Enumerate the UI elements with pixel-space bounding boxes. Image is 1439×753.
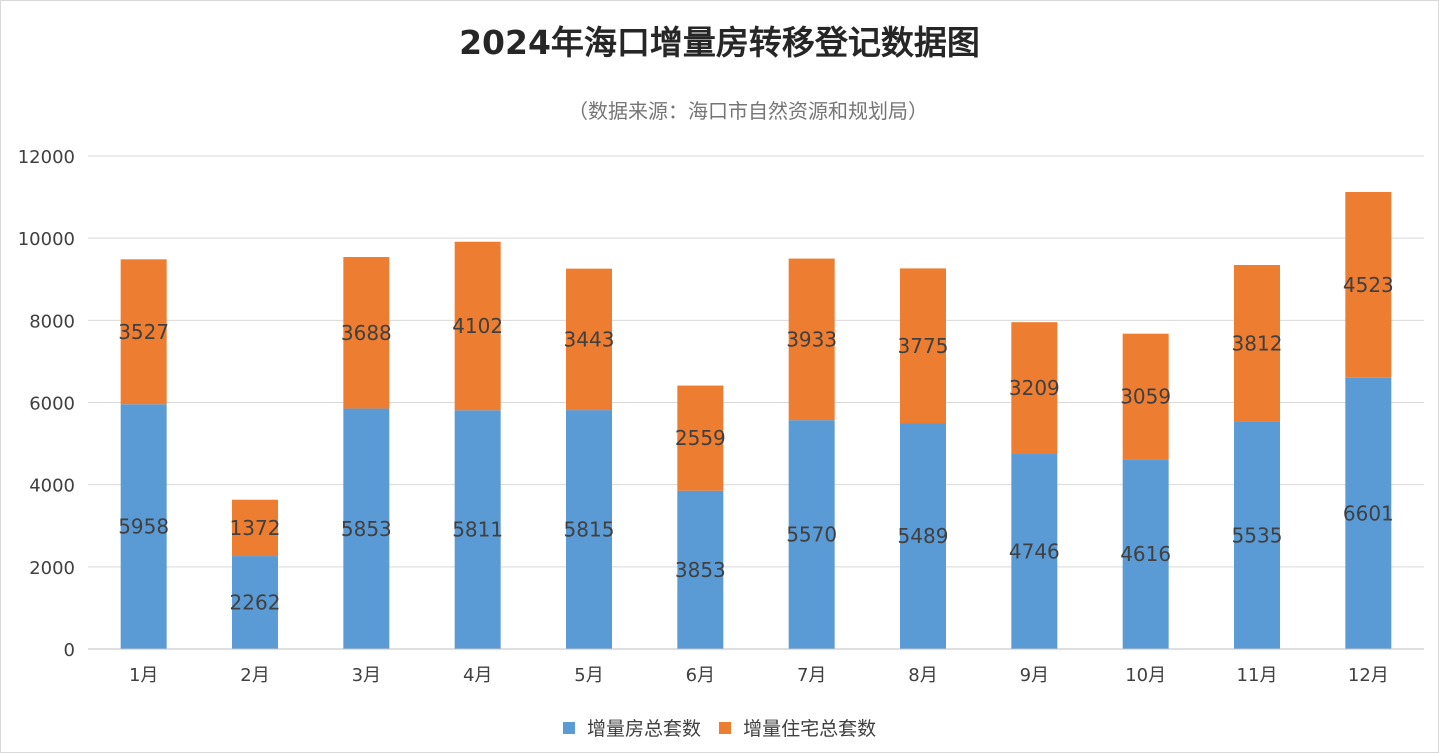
bar-series-0 bbox=[1122, 459, 1169, 649]
data-label: 5815 bbox=[564, 518, 615, 542]
data-label: 4746 bbox=[1009, 540, 1060, 564]
bar-series-0 bbox=[900, 423, 946, 649]
bar-series-1 bbox=[1011, 322, 1058, 455]
bar-series-0 bbox=[454, 410, 501, 649]
bar-series-1 bbox=[1122, 333, 1169, 460]
bar-series-1 bbox=[120, 259, 167, 405]
data-label: 5811 bbox=[452, 518, 503, 542]
x-tick-label: 12月 bbox=[1348, 665, 1389, 686]
y-tick-label: 8000 bbox=[29, 311, 75, 332]
x-tick-label: 2月 bbox=[240, 665, 269, 686]
data-label: 3688 bbox=[341, 321, 392, 345]
y-axis: 0 2000 4000 6000 8000 10000 12000 bbox=[18, 147, 75, 661]
bar-series-0 bbox=[566, 410, 612, 649]
bar-series-1 bbox=[788, 258, 835, 421]
x-tick-label: 10月 bbox=[1125, 665, 1166, 686]
legend-item-series-1: 增量住宅总套数 bbox=[719, 714, 876, 741]
chart-title: 2024年海口增量房转移登记数据图 bbox=[459, 23, 980, 62]
x-tick-label: 3月 bbox=[352, 665, 381, 686]
data-label: 6601 bbox=[1343, 501, 1394, 525]
bar-series-1 bbox=[900, 268, 946, 424]
gridlines bbox=[88, 155, 1424, 568]
bar-series-1 bbox=[232, 499, 278, 557]
x-tick-label: 1月 bbox=[129, 665, 158, 686]
legend-swatch bbox=[719, 721, 732, 734]
data-label: 5958 bbox=[118, 515, 169, 539]
data-label: 4523 bbox=[1343, 273, 1394, 297]
x-axis: 1月 2月 3月 4月 5月 6月 7月 8月 9月 10月 11月 12月 bbox=[88, 648, 1424, 686]
y-tick-label: 4000 bbox=[29, 476, 75, 497]
data-label: 5535 bbox=[1232, 523, 1283, 547]
legend: 增量房总套数 增量住宅总套数 bbox=[0, 714, 1439, 741]
bar-series-1 bbox=[343, 257, 390, 409]
y-tick-label: 6000 bbox=[29, 394, 75, 415]
bar-series-0 bbox=[1011, 454, 1058, 649]
data-label: 3775 bbox=[898, 334, 949, 358]
x-tick-label: 7月 bbox=[797, 665, 826, 686]
x-tick-label: 5月 bbox=[574, 665, 603, 686]
y-tick-label: 2000 bbox=[29, 558, 75, 579]
bar-series-0 bbox=[677, 490, 724, 649]
bar-series-1 bbox=[1234, 264, 1280, 422]
data-label: 3853 bbox=[675, 558, 726, 582]
bar-series-0 bbox=[343, 408, 390, 649]
legend-label: 增量房总套数 bbox=[586, 718, 701, 740]
bar-series-1 bbox=[1345, 191, 1392, 378]
data-label: 3933 bbox=[786, 327, 837, 351]
data-label: 3443 bbox=[564, 327, 615, 351]
data-label: 3812 bbox=[1232, 331, 1283, 355]
chart-subtitle: （数据来源：海口市自然资源和规划局） bbox=[568, 99, 928, 123]
bar-series-1 bbox=[454, 241, 501, 411]
data-label: 2559 bbox=[675, 426, 726, 450]
legend-item-series-0: 增量房总套数 bbox=[562, 714, 701, 741]
data-label: 5570 bbox=[786, 523, 837, 547]
bar-series-0 bbox=[788, 420, 835, 649]
bar-series-1 bbox=[566, 268, 612, 411]
data-label: 4102 bbox=[452, 314, 503, 338]
y-tick-label: 10000 bbox=[18, 229, 75, 250]
data-labels: 5958 3527 2262 1372 5853 3688 5811 4102 5815 3443… bbox=[118, 273, 1394, 615]
bar-series-0 bbox=[232, 556, 278, 649]
x-tick-label: 8月 bbox=[908, 665, 937, 686]
bar-series-0 bbox=[1345, 377, 1392, 649]
data-label: 3209 bbox=[1009, 376, 1060, 400]
bar-series-0 bbox=[1234, 421, 1280, 649]
data-label: 3059 bbox=[1120, 385, 1171, 409]
data-label: 5489 bbox=[898, 524, 949, 548]
x-tick-label: 4月 bbox=[463, 665, 492, 686]
data-label: 4616 bbox=[1120, 542, 1171, 566]
data-label: 1372 bbox=[230, 516, 281, 540]
bar-series-1 bbox=[677, 385, 724, 491]
legend-label: 增量住宅总套数 bbox=[743, 718, 877, 740]
y-tick-label: 0 bbox=[64, 640, 75, 661]
bars bbox=[120, 191, 1392, 649]
data-label: 3527 bbox=[118, 320, 169, 344]
data-label: 5853 bbox=[341, 517, 392, 541]
x-tick-label: 9月 bbox=[1020, 665, 1049, 686]
y-tick-label: 12000 bbox=[18, 147, 75, 168]
x-tick-label: 6月 bbox=[686, 665, 715, 686]
bar-series-0 bbox=[120, 404, 167, 649]
data-label: 2262 bbox=[230, 591, 281, 615]
x-tick-label: 11月 bbox=[1237, 665, 1278, 686]
legend-swatch bbox=[562, 721, 575, 734]
